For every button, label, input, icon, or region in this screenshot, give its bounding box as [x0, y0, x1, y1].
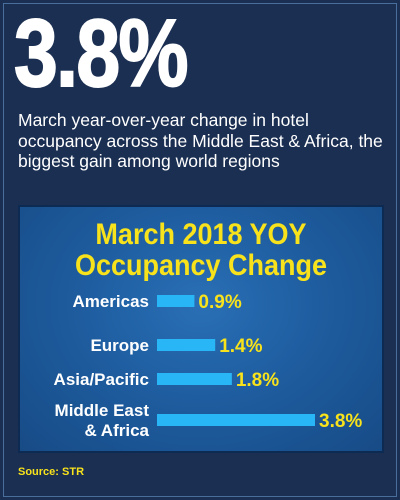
bar-value-label: 0.9% [198, 292, 241, 313]
chart-panel: March 2018 YOY Occupancy Change Americas… [18, 205, 384, 453]
bar [157, 414, 315, 426]
chart-title-line1: March 2018 YOY [95, 218, 307, 251]
bar [157, 373, 232, 385]
category-label: Americas [72, 292, 149, 311]
category-label: Asia/Pacific [54, 370, 149, 389]
bar-value-label: 1.4% [219, 336, 262, 357]
bar-value-label: 1.8% [236, 370, 279, 391]
bar [157, 295, 195, 307]
category-label: Middle East & Africa [55, 401, 150, 440]
bar [157, 339, 216, 351]
chart-title-line2: Occupancy Change [74, 249, 328, 282]
category-label: Europe [90, 336, 149, 355]
source-note: Source: STR [18, 466, 85, 478]
headline-big-number: 3.8% [13, 0, 189, 107]
bar-value-label: 3.8% [319, 411, 362, 432]
occupancy-bar-chart: Americas 0.9% Europe 1.4% Asia/Pacific 1.8% Mi… [54, 292, 363, 440]
headline-description: March year-over-year change in hotel occ… [18, 110, 383, 171]
